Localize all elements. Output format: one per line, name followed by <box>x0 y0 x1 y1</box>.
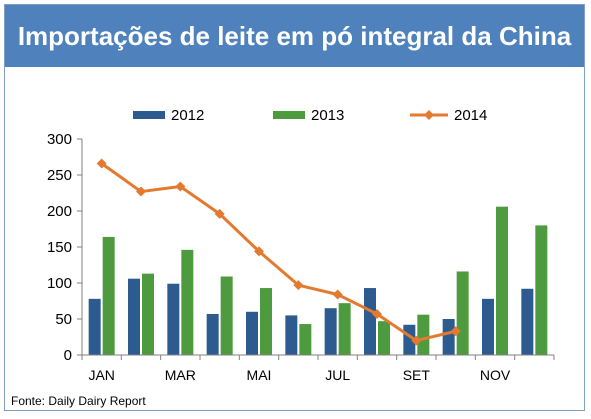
y-tick-label: 200 <box>47 203 72 220</box>
x-tick-label: JAN <box>88 367 114 383</box>
point-2014 <box>214 208 225 219</box>
source-note: Fonte: Daily Dairy Report <box>11 394 146 408</box>
y-tick-label: 50 <box>55 311 72 328</box>
chart-title: Importações de leite em pó integral da C… <box>5 5 584 67</box>
bar-2013-jul <box>338 303 351 355</box>
chart-frame: Importações de leite em pó integral da C… <box>4 4 585 411</box>
bar-2013-mai <box>260 288 272 355</box>
bar-2012-abr <box>206 313 219 355</box>
point-2014 <box>411 335 422 346</box>
legend-marker-2014 <box>424 110 434 120</box>
chart-area: 2012 2013 2014 0 50 100 150 200 250 300 JAN MAR MA… <box>47 107 555 383</box>
legend-label-2014: 2014 <box>454 107 487 124</box>
x-tick-label: MAI <box>247 367 272 383</box>
legend-swatch-2013 <box>273 111 305 119</box>
bar-2012-out <box>442 319 455 355</box>
bar-2012-jan <box>88 298 101 355</box>
x-axis: JAN MAR MAI JUL SET NOV <box>81 354 555 383</box>
bar-2013-jan <box>102 236 115 355</box>
bar-2012-mar <box>167 283 180 355</box>
bar-2013-ago <box>378 321 390 355</box>
x-tick-label: SET <box>403 367 431 383</box>
legend-label-2012: 2012 <box>171 107 204 124</box>
point-2014 <box>332 289 343 300</box>
x-tick-label: MAR <box>165 367 196 383</box>
bar-2013-fev <box>142 273 154 355</box>
point-2014 <box>450 326 461 337</box>
bars <box>88 206 548 355</box>
bar-2013-abr <box>220 276 233 355</box>
y-tick-label: 250 <box>47 167 72 184</box>
point-2014 <box>96 158 107 169</box>
point-2014 <box>372 308 382 319</box>
bar-2012-ago <box>364 288 376 355</box>
y-tick-label: 150 <box>47 239 72 256</box>
line-2014 <box>100 162 457 343</box>
point-2014 <box>175 181 186 192</box>
legend: 2012 2013 2014 <box>133 107 487 124</box>
y-tick-label: 100 <box>47 275 72 292</box>
bar-2012-dez <box>521 288 534 355</box>
legend-swatch-2012 <box>133 111 165 119</box>
bar-2012-fev <box>128 278 140 355</box>
bar-2012-mai <box>246 311 258 355</box>
point-2014 <box>136 186 146 197</box>
legend-label-2013: 2013 <box>311 107 344 124</box>
bar-2013-jun <box>299 324 312 355</box>
bar-2012-nov <box>482 298 494 355</box>
point-2014 <box>293 280 304 291</box>
y-tick-label: 0 <box>64 347 72 364</box>
point-2014 <box>254 246 264 257</box>
bar-2012-jun <box>285 315 298 355</box>
x-tick-label: JUL <box>325 367 350 383</box>
bar-2013-mar <box>181 249 194 355</box>
y-axis: 0 50 100 150 200 250 300 <box>47 131 83 364</box>
bar-2013-dez <box>535 225 548 355</box>
bar-2012-jul <box>324 308 337 355</box>
bar-2013-nov <box>496 206 508 355</box>
y-tick-label: 300 <box>47 131 72 148</box>
line-series <box>96 158 461 346</box>
bar-2013-set <box>417 314 430 355</box>
bar-2013-out <box>456 271 469 355</box>
x-tick-label: NOV <box>480 367 511 383</box>
